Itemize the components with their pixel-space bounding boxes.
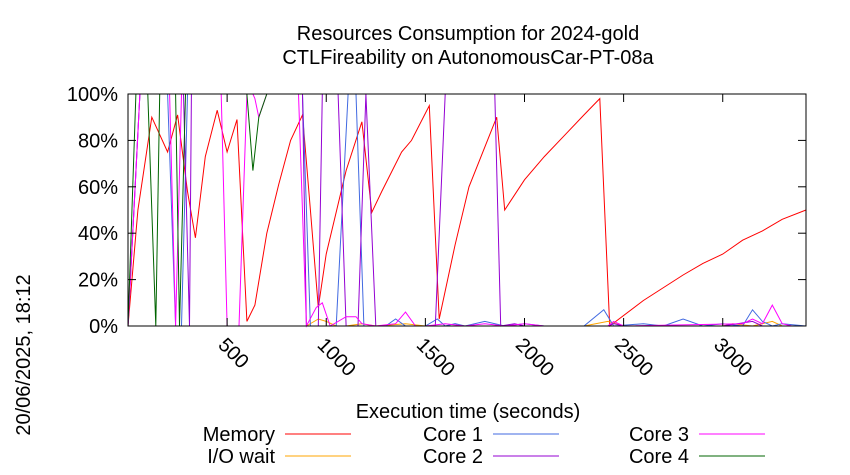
y-axis: 0% 20% 40% 60% 80% 100% <box>67 84 806 338</box>
chart-title: Resources Consumption for 2024-gold <box>297 23 639 45</box>
y-tick-label: 40% <box>78 223 118 245</box>
legend-label: Core 4 <box>629 446 689 468</box>
legend-label: Core 2 <box>423 446 483 468</box>
series-line-core-2 <box>127 93 806 327</box>
y-tick-label: 80% <box>78 130 118 152</box>
timestamp-label: 20/06/2025, 18:12 <box>13 274 35 435</box>
legend-label: Core 3 <box>629 424 689 446</box>
legend-label: I/O wait <box>207 446 275 468</box>
x-tick-label: 3000 <box>709 334 756 381</box>
y-tick-label: 0% <box>89 316 118 338</box>
x-tick-label: 2000 <box>511 334 558 381</box>
legend-label: Core 1 <box>423 424 483 446</box>
x-axis-title: Execution time (seconds) <box>356 401 581 423</box>
x-tick-label: 1500 <box>412 334 459 381</box>
x-tick-label: 500 <box>214 334 253 373</box>
plot-lines <box>127 93 807 328</box>
legend-label: Memory <box>203 424 275 446</box>
chart-subtitle: CTLFireability on AutonomousCar-PT-08a <box>282 47 654 69</box>
x-tick-label: 1000 <box>313 334 360 381</box>
series-line-core-4 <box>127 93 806 327</box>
series-line-core-1 <box>127 93 807 327</box>
series-line-memory <box>127 97 807 327</box>
series-line-i-o-wait <box>128 318 806 327</box>
series-line-core-3 <box>127 93 806 328</box>
plot-frame <box>127 93 807 327</box>
y-tick-label: 60% <box>78 177 118 199</box>
x-axis: 500 1000 1500 2000 2500 3000 <box>214 94 756 381</box>
y-tick-label: 20% <box>78 270 118 292</box>
y-tick-label: 100% <box>67 84 118 106</box>
x-tick-label: 2500 <box>610 334 657 381</box>
